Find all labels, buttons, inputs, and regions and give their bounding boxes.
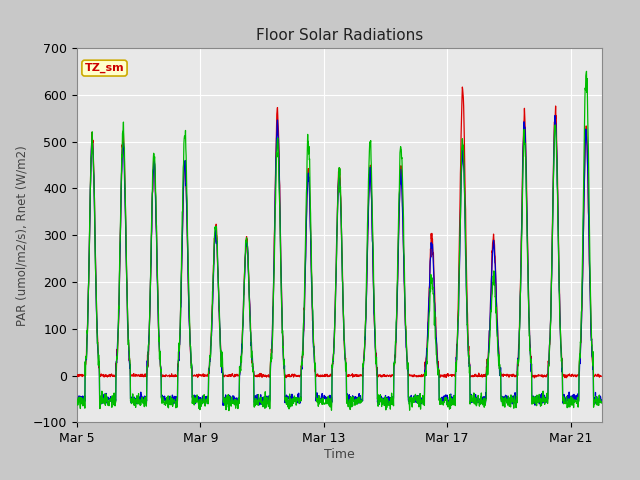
NR2 (159, 396, 167, 402)
Y-axis label: PAR (umol/m2/s), Rnet (W/m2): PAR (umol/m2/s), Rnet (W/m2) (15, 145, 29, 325)
NR2 (225, 408, 233, 413)
NR1 (73, 399, 81, 405)
NR1 (220, 403, 227, 408)
q_line (204, 372, 212, 377)
q_line (159, 373, 167, 379)
q_line (458, 84, 466, 90)
NR2 (73, 396, 81, 402)
NR1 (355, 395, 363, 400)
NR1 (551, 113, 559, 119)
NR1 (597, 397, 605, 403)
NR1 (204, 394, 212, 399)
q_line (88, 149, 95, 155)
NR2 (355, 395, 363, 401)
NR1 (483, 396, 490, 401)
NR2 (582, 69, 590, 74)
q_line (483, 372, 490, 378)
NR2 (483, 397, 490, 403)
q_line (189, 373, 197, 379)
q_line (73, 374, 81, 380)
Line: NR2: NR2 (77, 72, 601, 410)
Line: NR1: NR1 (77, 116, 601, 406)
NR2 (204, 393, 212, 399)
Line: q_line: q_line (77, 87, 601, 378)
q_line (597, 373, 605, 379)
NR2 (189, 396, 197, 402)
X-axis label: Time: Time (324, 448, 355, 461)
NR1 (159, 396, 167, 402)
Legend: q_line, NR1, NR2: q_line, NR1, NR2 (218, 477, 460, 480)
q_line (531, 375, 538, 381)
q_line (355, 372, 362, 378)
Text: TZ_sm: TZ_sm (84, 63, 124, 73)
NR1 (88, 148, 95, 154)
NR1 (189, 397, 197, 403)
NR2 (88, 154, 95, 159)
Title: Floor Solar Radiations: Floor Solar Radiations (255, 28, 423, 43)
NR2 (597, 400, 605, 406)
